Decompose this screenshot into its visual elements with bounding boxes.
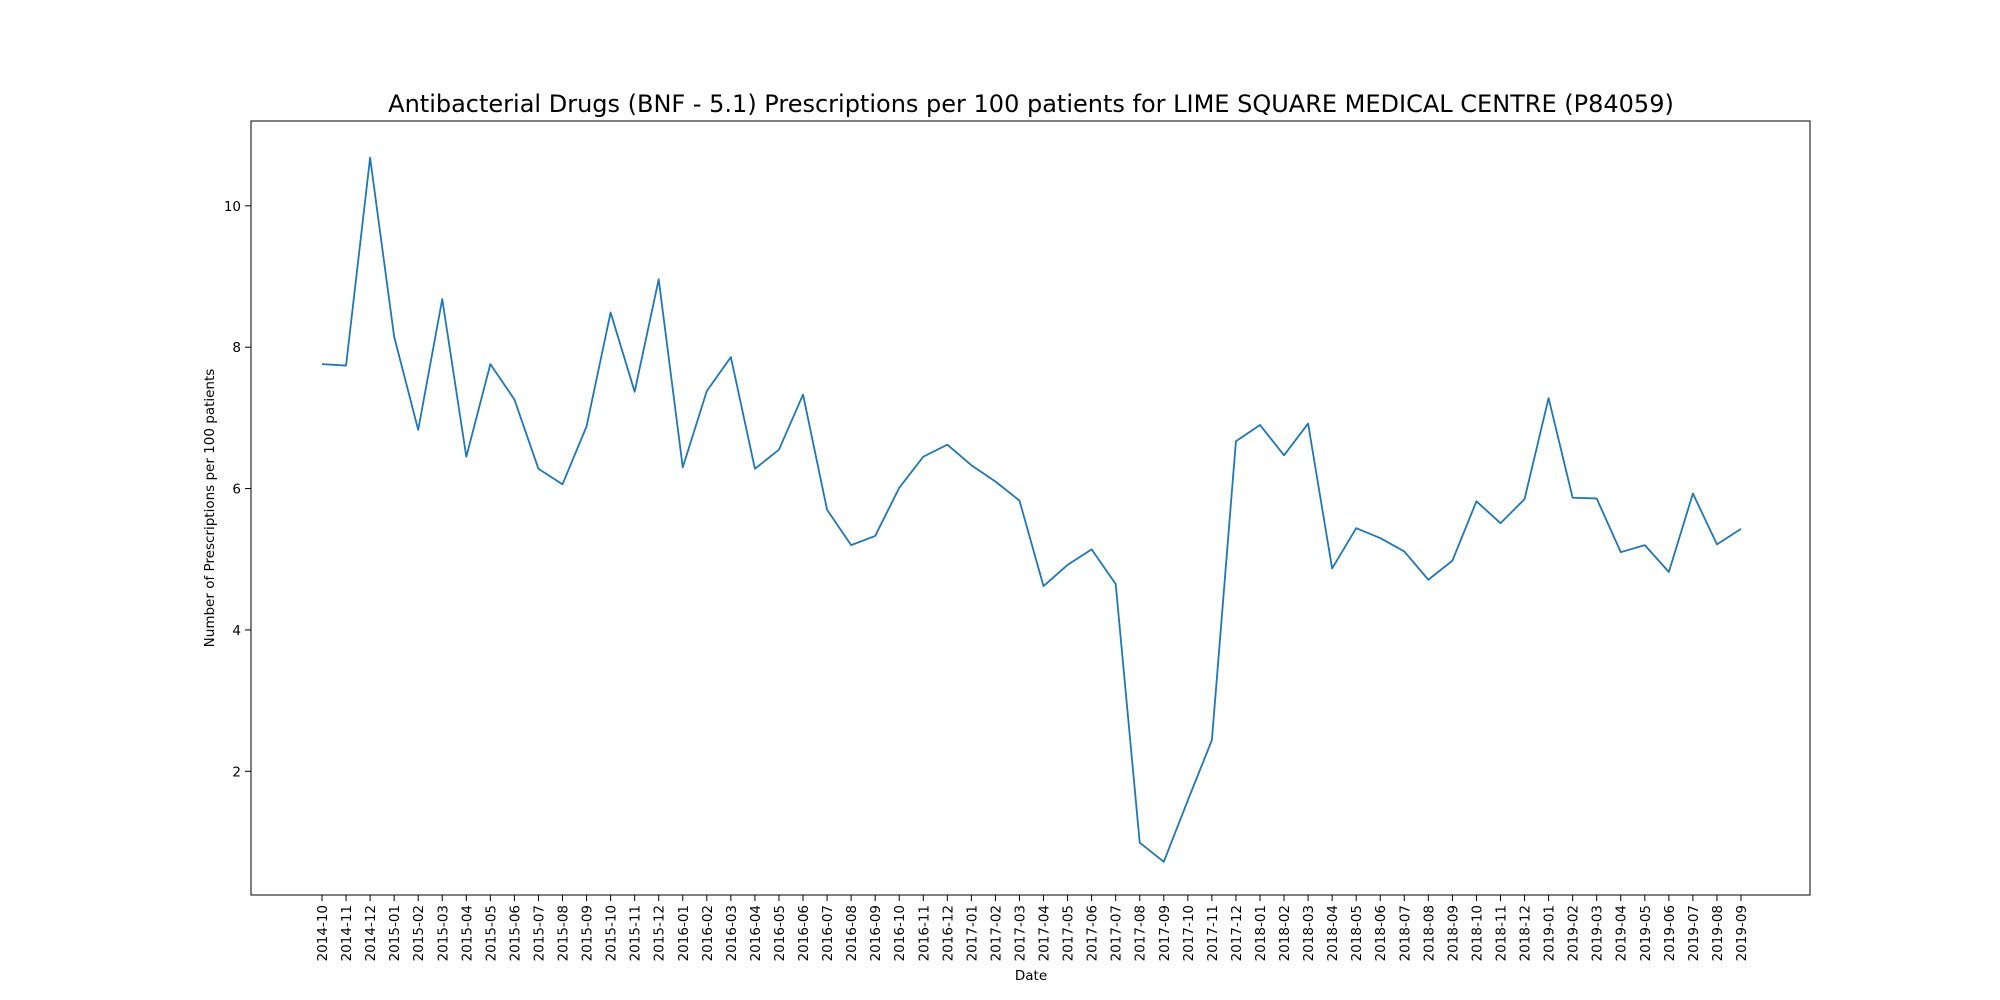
x-tick-label: 2016-04 [748,905,764,961]
x-tick-label: 2017-07 [1109,905,1125,961]
x-tick-label: 2018-01 [1253,905,1269,961]
x-tick-label: 2018-05 [1349,905,1365,961]
x-tick-label: 2015-06 [507,905,523,961]
plot-frame [250,120,1811,896]
x-axis-label: Date [1015,968,1047,984]
y-axis-label: Number of Prescriptions per 100 patients [202,369,218,648]
x-tick-label: 2016-02 [700,905,716,961]
x-tick-label: 2018-03 [1301,905,1317,961]
x-tick-label: 2019-06 [1662,905,1678,961]
x-tick-label: 2019-08 [1710,905,1726,961]
x-tick-label: 2015-12 [652,905,668,961]
x-tick-label: 2018-11 [1493,905,1509,961]
x-tick-label: 2014-11 [339,905,355,961]
x-tick-label: 2015-05 [483,905,499,961]
x-tick-label: 2017-09 [1157,905,1173,961]
x-tick-label: 2019-09 [1734,905,1750,961]
x-tick-label: 2018-02 [1277,905,1293,961]
x-tick-label: 2018-08 [1421,905,1437,961]
x-tick-label: 2015-09 [580,905,596,961]
x-tick-label: 2017-08 [1133,905,1149,961]
x-tick-label: 2019-02 [1566,905,1582,961]
x-tick-label: 2016-08 [844,905,860,961]
x-tick-label: 2016-01 [676,905,692,961]
x-tick-label: 2015-11 [628,905,644,961]
x-tick-label: 2016-09 [868,905,884,961]
x-tick-label: 2019-03 [1590,905,1606,961]
x-tick-label: 2016-10 [892,905,908,961]
y-axis: 2 4 6 8 10 [224,199,251,780]
x-tick-label: 2019-01 [1542,905,1558,961]
x-tick-label: 2019-07 [1686,905,1702,961]
x-tick-label: 2015-07 [531,905,547,961]
chart-title: Antibacterial Drugs (BNF - 5.1) Prescrip… [388,90,1674,118]
x-tick-label: 2015-02 [411,905,427,961]
x-tick-label: 2017-03 [1012,905,1028,961]
y-tick-label: 6 [232,482,241,498]
x-tick-label: 2018-04 [1325,905,1341,961]
x-tick-label: 2016-11 [916,905,932,961]
y-tick-label: 2 [232,764,241,780]
x-tick-label: 2019-05 [1638,905,1654,961]
x-tick-label: 2016-07 [820,905,836,961]
x-tick-label: 2015-01 [387,905,403,961]
x-tick-label: 2017-01 [964,905,980,961]
x-tick-label: 2017-02 [988,905,1004,961]
x-tick-label: 2017-04 [1037,905,1053,961]
x-tick-label: 2019-04 [1614,905,1630,961]
y-tick-label: 4 [232,623,241,639]
x-tick-label: 2018-07 [1397,905,1413,961]
x-tick-label: 2016-06 [796,905,812,961]
x-tick-label: 2017-12 [1229,905,1245,961]
x-tick-label: 2016-05 [772,905,788,961]
x-tick-label: 2015-04 [459,905,475,961]
x-tick-label: 2017-10 [1181,905,1197,961]
x-tick-label: 2014-12 [363,905,379,961]
plot-area: 2 4 6 8 10 2014-10 2014-11 2014-12 2015-01 2015-… [224,120,1811,961]
x-tick-label: 2018-12 [1518,905,1534,961]
x-tick-label: 2017-06 [1085,905,1101,961]
x-axis: 2014-10 2014-11 2014-12 2015-01 2015-02 2015-… [315,895,1750,961]
x-tick-label: 2017-05 [1061,905,1077,961]
y-tick-label: 8 [232,340,241,356]
x-tick-label: 2015-10 [604,905,620,961]
x-tick-label: 2018-09 [1445,905,1461,961]
x-tick-label: 2016-12 [940,905,956,961]
series-line [321,156,1742,863]
x-tick-label: 2015-03 [435,905,451,961]
x-tick-label: 2017-11 [1205,905,1221,961]
x-tick-label: 2015-08 [556,905,572,961]
y-tick-label: 10 [224,199,241,215]
x-tick-label: 2016-03 [724,905,740,961]
x-tick-label: 2014-10 [315,905,331,961]
x-tick-label: 2018-06 [1373,905,1389,961]
x-tick-label: 2018-10 [1469,905,1485,961]
